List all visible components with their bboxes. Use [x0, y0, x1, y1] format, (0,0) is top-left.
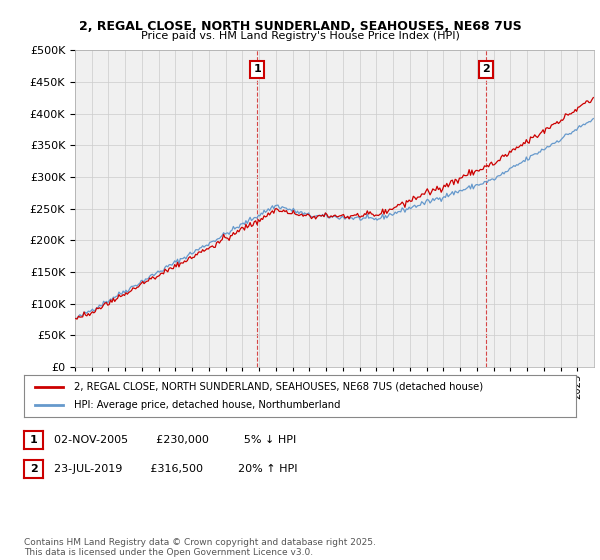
Text: 2: 2 [482, 64, 490, 74]
Text: 2: 2 [30, 464, 37, 474]
Text: 2, REGAL CLOSE, NORTH SUNDERLAND, SEAHOUSES, NE68 7US (detached house): 2, REGAL CLOSE, NORTH SUNDERLAND, SEAHOU… [74, 382, 483, 392]
Text: 1: 1 [253, 64, 261, 74]
Text: Contains HM Land Registry data © Crown copyright and database right 2025.
This d: Contains HM Land Registry data © Crown c… [24, 538, 376, 557]
Text: 1: 1 [30, 435, 37, 445]
Text: 02-NOV-2005        £230,000          5% ↓ HPI: 02-NOV-2005 £230,000 5% ↓ HPI [54, 435, 296, 445]
Text: Price paid vs. HM Land Registry's House Price Index (HPI): Price paid vs. HM Land Registry's House … [140, 31, 460, 41]
Text: HPI: Average price, detached house, Northumberland: HPI: Average price, detached house, Nort… [74, 400, 340, 410]
Text: 23-JUL-2019        £316,500          20% ↑ HPI: 23-JUL-2019 £316,500 20% ↑ HPI [54, 464, 298, 474]
Text: 2, REGAL CLOSE, NORTH SUNDERLAND, SEAHOUSES, NE68 7US: 2, REGAL CLOSE, NORTH SUNDERLAND, SEAHOU… [79, 20, 521, 32]
